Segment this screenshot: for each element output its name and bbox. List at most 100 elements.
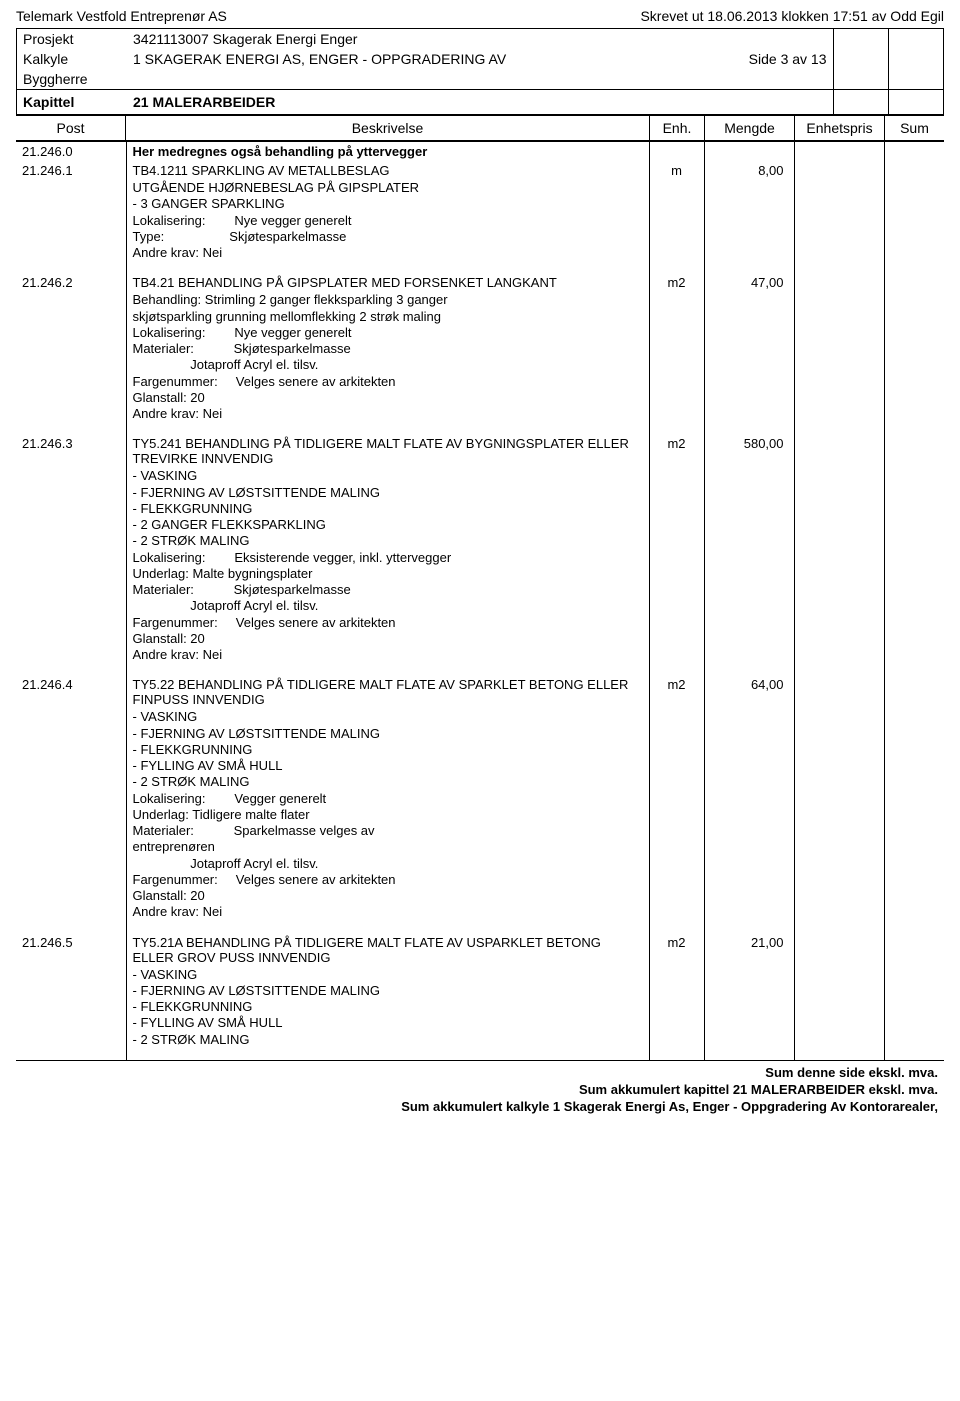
detail-line: - 2 STRØK MALING (133, 533, 643, 549)
row-title: TB4.21 BEHANDLING PÅ GIPSPLATER MED FORS… (133, 275, 643, 290)
kapittel-value: 21 MALERARBEIDER (127, 90, 833, 115)
sum-cell (884, 273, 944, 434)
meta-boxcol-2 (888, 29, 943, 90)
mengde-cell: 21,00 (704, 933, 794, 1060)
kalkyle-value: 1 SKAGERAK ENERGI AS, ENGER - OPPGRADERI… (127, 49, 723, 69)
detail-line: Underlag: Tidligere malte flater (133, 807, 643, 823)
detail-line: Glanstall: 20 (133, 888, 643, 904)
sum-cell (884, 933, 944, 1060)
footer: Sum denne side ekskl. mva. Sum akkumuler… (16, 1061, 944, 1115)
detail-line: Lokalisering: Eksisterende vegger, inkl.… (133, 550, 643, 566)
post-cell: 21.246.2 (16, 273, 126, 434)
row-title: TY5.21A BEHANDLING PÅ TIDLIGERE MALT FLA… (133, 935, 643, 965)
detail-line: Underlag: Malte bygningsplater (133, 566, 643, 582)
table-row: 21.246.1TB4.1211 SPARKLING AV METALLBESL… (16, 161, 944, 273)
detail-block: - VASKING- FJERNING AV LØSTSITTENDE MALI… (133, 965, 643, 1058)
col-header-enh: Enh. (649, 116, 704, 140)
col-header-post: Post (16, 116, 126, 140)
prosjekt-value: 3421113007 Skagerak Energi Enger (127, 29, 723, 49)
detail-line: - 2 STRØK MALING (133, 774, 643, 790)
mengde-cell: 64,00 (704, 675, 794, 932)
byggherre-value (127, 69, 723, 90)
sum-cell (884, 161, 944, 273)
detail-block: - VASKING- FJERNING AV LØSTSITTENDE MALI… (133, 466, 643, 673)
detail-block: UTGÅENDE HJØRNEBESLAG PÅ GIPSPLATER- 3 G… (133, 178, 643, 271)
content-wrapper: 21.246.0Her medregnes også behandling på… (16, 142, 944, 1061)
detail-line: - VASKING (133, 967, 643, 983)
description-cell: TB4.21 BEHANDLING PÅ GIPSPLATER MED FORS… (126, 273, 649, 434)
mengde-cell (704, 142, 794, 161)
post-cell: 21.246.5 (16, 933, 126, 1060)
enhetspris-cell (794, 142, 884, 161)
meta-boxcol-4 (888, 90, 943, 115)
detail-line: Lokalisering: Vegger generelt (133, 791, 643, 807)
detail-line: UTGÅENDE HJØRNEBESLAG PÅ GIPSPLATER (133, 180, 643, 196)
detail-line: - 2 GANGER FLEKKSPARKLING (133, 517, 643, 533)
description-cell: TY5.22 BEHANDLING PÅ TIDLIGERE MALT FLAT… (126, 675, 649, 932)
enh-cell: m2 (649, 675, 704, 932)
detail-line: Jotaproff Acryl el. tilsv. (133, 856, 643, 872)
enhetspris-cell (794, 434, 884, 675)
enh-cell (649, 142, 704, 161)
detail-line: Andre krav: Nei (133, 406, 643, 422)
detail-line: Fargenummer: Velges senere av arkitekten (133, 374, 643, 390)
enhetspris-cell (794, 675, 884, 932)
enh-cell: m (649, 161, 704, 273)
detail-line: - FJERNING AV LØSTSITTENDE MALING (133, 485, 643, 501)
row-title: TY5.22 BEHANDLING PÅ TIDLIGERE MALT FLAT… (133, 677, 643, 707)
enhetspris-cell (794, 161, 884, 273)
table-row: 21.246.4TY5.22 BEHANDLING PÅ TIDLIGERE M… (16, 675, 944, 932)
footer-line-2: Sum akkumulert kapittel 21 MALERARBEIDER… (22, 1081, 938, 1098)
kapittel-label: Kapittel (17, 90, 127, 115)
description-cell: TY5.241 BEHANDLING PÅ TIDLIGERE MALT FLA… (126, 434, 649, 675)
sum-cell (884, 142, 944, 161)
detail-line: - FYLLING AV SMÅ HULL (133, 1015, 643, 1031)
sum-cell (884, 675, 944, 932)
row-title: TB4.1211 SPARKLING AV METALLBESLAG (133, 163, 643, 178)
detail-line: Lokalisering: Nye vegger generelt (133, 325, 643, 341)
detail-line: Glanstall: 20 (133, 390, 643, 406)
detail-block: - VASKING- FJERNING AV LØSTSITTENDE MALI… (133, 707, 643, 930)
detail-line: entreprenøren (133, 839, 643, 855)
detail-line: Materialer: Skjøtesparkelmasse (133, 582, 643, 598)
prosjekt-label: Prosjekt (17, 29, 127, 49)
enh-cell: m2 (649, 434, 704, 675)
detail-block: Behandling: Strimling 2 ganger flekkspar… (133, 290, 643, 432)
detail-line: Fargenummer: Velges senere av arkitekten (133, 872, 643, 888)
company-name: Telemark Vestfold Entreprenør AS (16, 8, 227, 24)
table-row: 21.246.0Her medregnes også behandling på… (16, 142, 944, 161)
detail-line: - VASKING (133, 468, 643, 484)
enhetspris-cell (794, 273, 884, 434)
page: Telemark Vestfold Entreprenør AS Skrevet… (0, 0, 960, 1123)
content-table: 21.246.0Her medregnes også behandling på… (16, 142, 944, 1060)
col-header-sum: Sum (884, 116, 944, 140)
description-cell: TB4.1211 SPARKLING AV METALLBESLAGUTGÅEN… (126, 161, 649, 273)
detail-line: Jotaproff Acryl el. tilsv. (133, 598, 643, 614)
enh-cell: m2 (649, 273, 704, 434)
table-row: 21.246.3TY5.241 BEHANDLING PÅ TIDLIGERE … (16, 434, 944, 675)
detail-line: - FJERNING AV LØSTSITTENDE MALING (133, 983, 643, 999)
detail-line: - FLEKKGRUNNING (133, 999, 643, 1015)
detail-line: Lokalisering: Nye vegger generelt (133, 213, 643, 229)
mengde-cell: 47,00 (704, 273, 794, 434)
side-empty (723, 29, 833, 49)
detail-line: - 3 GANGER SPARKLING (133, 196, 643, 212)
side-info: Side 3 av 13 (723, 49, 833, 69)
mengde-cell: 580,00 (704, 434, 794, 675)
table-row: 21.246.2 TB4.21 BEHANDLING PÅ GIPSPLATER … (16, 273, 944, 434)
row-title: TY5.241 BEHANDLING PÅ TIDLIGERE MALT FLA… (133, 436, 643, 466)
footer-line-1: Sum denne side ekskl. mva. (22, 1064, 938, 1081)
detail-line: Andre krav: Nei (133, 904, 643, 920)
detail-line: Type: Skjøtesparkelmasse (133, 229, 643, 245)
detail-line: skjøtsparkling grunning mellomflekking 2… (133, 309, 643, 325)
printed-info: Skrevet ut 18.06.2013 klokken 17:51 av O… (640, 8, 944, 24)
meta-block: Prosjekt 3421113007 Skagerak Energi Enge… (16, 28, 944, 116)
enhetspris-cell (794, 933, 884, 1060)
post-cell: 21.246.0 (16, 142, 126, 161)
detail-line: Materialer: Sparkelmasse velges av (133, 823, 643, 839)
table-row: 21.246.5TY5.21A BEHANDLING PÅ TIDLIGERE … (16, 933, 944, 1060)
description-cell: TY5.21A BEHANDLING PÅ TIDLIGERE MALT FLA… (126, 933, 649, 1060)
detail-line: - FJERNING AV LØSTSITTENDE MALING (133, 726, 643, 742)
detail-line: Glanstall: 20 (133, 631, 643, 647)
mengde-cell: 8,00 (704, 161, 794, 273)
